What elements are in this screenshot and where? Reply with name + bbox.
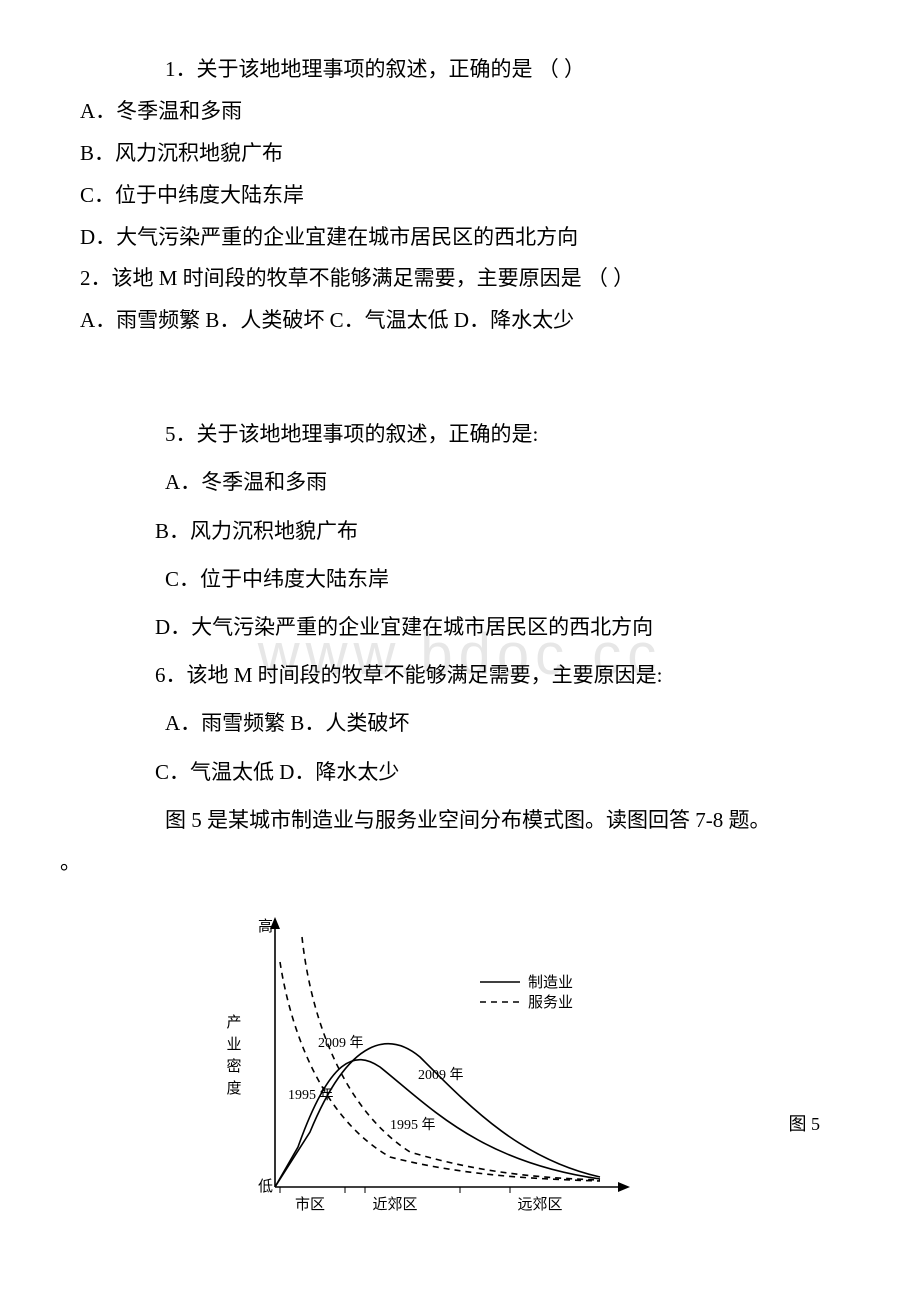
svg-text:制造业: 制造业 xyxy=(528,974,573,991)
svg-text:市区: 市区 xyxy=(295,1196,325,1213)
question-5: 5．关于该地地理事项的叙述，正确的是: A．冬季温和多雨 B．风力沉积地貌广布 … xyxy=(60,411,860,650)
svg-text:1995 年: 1995 年 xyxy=(288,1087,334,1103)
svg-text:远郊区: 远郊区 xyxy=(517,1196,562,1213)
svg-text:产: 产 xyxy=(226,1014,241,1031)
svg-text:2009 年: 2009 年 xyxy=(318,1035,364,1051)
q6-stem: 6．该地 M 时间段的牧草不能够满足需要，主要原因是: xyxy=(60,652,860,698)
density-chart: 高低 产业密度市区 近郊区 远郊区 制造业服务业 2009 年 1995 年 2009 年 19… xyxy=(180,907,740,1247)
q1-option-d: D．大气污染严重的企业宜建在城市居民区的西北方向 xyxy=(60,218,860,258)
question-1: 1．关于该地地理事项的叙述，正确的是 （ ） A．冬季温和多雨 B．风力沉积地貌… xyxy=(60,50,860,257)
svg-text:业: 业 xyxy=(226,1036,241,1053)
q5-option-a: A．冬季温和多雨 xyxy=(60,459,860,505)
q2-options: A．雨雪频繁 B．人类破坏 C．气温太低 D．降水太少 xyxy=(60,301,860,341)
svg-text:低: 低 xyxy=(258,1178,273,1195)
chart-caption: 图 5 xyxy=(789,1107,821,1141)
question-6: 6．该地 M 时间段的牧草不能够满足需要，主要原因是: A．雨雪频繁 B．人类破… xyxy=(60,652,860,795)
q5-option-d: D．大气污染严重的企业宜建在城市居民区的西北方向 xyxy=(60,604,860,650)
svg-text:1995 年: 1995 年 xyxy=(390,1117,436,1133)
q5-stem: 5．关于该地地理事项的叙述，正确的是: xyxy=(60,411,860,457)
chart-svg: 高低 产业密度市区 近郊区 远郊区 制造业服务业 2009 年 1995 年 2009 年 19… xyxy=(180,907,640,1227)
q1-stem: 1．关于该地地理事项的叙述，正确的是 （ ） xyxy=(60,50,860,90)
svg-text:度: 度 xyxy=(226,1080,241,1097)
svg-text:近郊区: 近郊区 xyxy=(372,1196,417,1213)
q2-stem: 2．该地 M 时间段的牧草不能够满足需要，主要原因是 （ ） xyxy=(60,259,860,299)
q6-options-cd: C．气温太低 D．降水太少 xyxy=(60,749,860,795)
q5-option-c: C．位于中纬度大陆东岸 xyxy=(60,556,860,602)
svg-text:高: 高 xyxy=(258,918,273,935)
figure-intro-tail: 。 xyxy=(60,843,860,883)
q5-option-b: B．风力沉积地貌广布 xyxy=(60,508,860,554)
q1-option-c: C．位于中纬度大陆东岸 xyxy=(60,176,860,216)
question-2: 2．该地 M 时间段的牧草不能够满足需要，主要原因是 （ ） A．雨雪频繁 B．… xyxy=(60,259,860,341)
q1-option-b: B．风力沉积地貌广布 xyxy=(60,134,860,174)
svg-text:2009 年: 2009 年 xyxy=(418,1067,464,1083)
q1-option-a: A．冬季温和多雨 xyxy=(60,92,860,132)
svg-text:密: 密 xyxy=(226,1058,241,1075)
q6-options-ab: A．雨雪频繁 B．人类破坏 xyxy=(60,700,860,746)
svg-text:服务业: 服务业 xyxy=(528,994,573,1011)
figure-intro: 图 5 是某城市制造业与服务业空间分布模式图。读图回答 7-8 题。 xyxy=(60,801,860,841)
